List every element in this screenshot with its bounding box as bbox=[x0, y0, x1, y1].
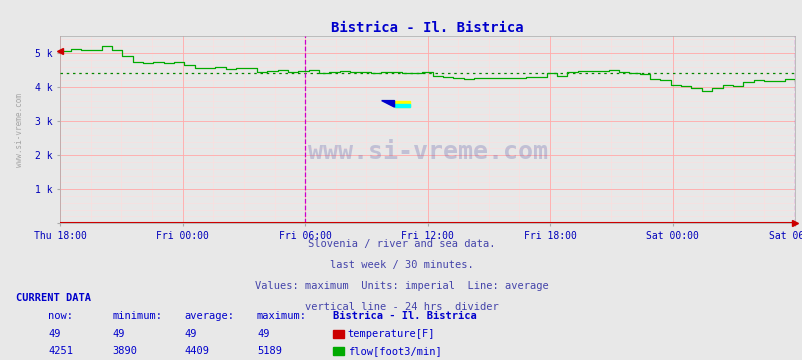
Text: 4409: 4409 bbox=[184, 346, 209, 356]
Text: CURRENT DATA: CURRENT DATA bbox=[16, 293, 91, 303]
Text: 4251: 4251 bbox=[48, 346, 73, 356]
Text: Slovenia / river and sea data.: Slovenia / river and sea data. bbox=[307, 239, 495, 249]
Text: vertical line - 24 hrs  divider: vertical line - 24 hrs divider bbox=[304, 302, 498, 312]
Text: Bistrica - Il. Bistrica: Bistrica - Il. Bistrica bbox=[333, 311, 476, 321]
Text: www.si-vreme.com: www.si-vreme.com bbox=[307, 140, 547, 164]
Text: flow[foot3/min]: flow[foot3/min] bbox=[347, 346, 441, 356]
Text: 5189: 5189 bbox=[257, 346, 282, 356]
Text: now:: now: bbox=[48, 311, 73, 321]
Title: Bistrica - Il. Bistrica: Bistrica - Il. Bistrica bbox=[331, 21, 523, 35]
Text: 49: 49 bbox=[48, 329, 61, 339]
Text: 49: 49 bbox=[257, 329, 269, 339]
Text: temperature[F]: temperature[F] bbox=[347, 329, 435, 339]
Text: www.si-vreme.com: www.si-vreme.com bbox=[15, 93, 24, 167]
Text: 49: 49 bbox=[184, 329, 197, 339]
Text: 49: 49 bbox=[112, 329, 125, 339]
Text: maximum:: maximum: bbox=[257, 311, 306, 321]
Text: average:: average: bbox=[184, 311, 234, 321]
Text: last week / 30 minutes.: last week / 30 minutes. bbox=[329, 260, 473, 270]
Text: minimum:: minimum: bbox=[112, 311, 162, 321]
FancyBboxPatch shape bbox=[394, 100, 410, 107]
Polygon shape bbox=[381, 100, 394, 107]
FancyBboxPatch shape bbox=[394, 104, 410, 107]
Text: 3890: 3890 bbox=[112, 346, 137, 356]
Text: Values: maximum  Units: imperial  Line: average: Values: maximum Units: imperial Line: av… bbox=[254, 281, 548, 291]
